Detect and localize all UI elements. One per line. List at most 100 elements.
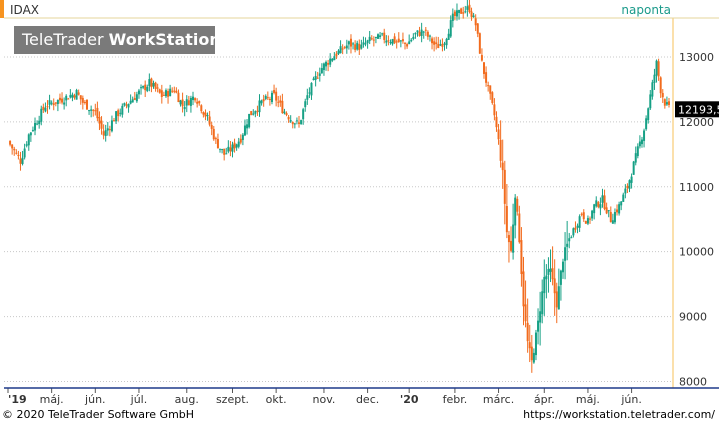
candle-body-down: [555, 291, 558, 308]
candle-body-down: [524, 304, 527, 322]
candle-body-down: [372, 39, 375, 41]
candle-body-down: [54, 102, 57, 104]
candle-body-down: [202, 112, 205, 115]
candle-body-up: [71, 94, 74, 98]
x-tick-label: júl.: [130, 393, 148, 406]
candle-body-up: [364, 43, 367, 45]
candle-body-down: [42, 106, 45, 110]
candle-body-down: [181, 99, 184, 107]
candle-body-up: [412, 36, 415, 39]
candle-body-up: [586, 218, 589, 224]
candle-body-down: [11, 144, 14, 149]
candle-body-down: [387, 40, 390, 42]
candle-body-down: [200, 105, 203, 112]
candle-body-down: [250, 111, 253, 116]
candle-body-down: [13, 148, 16, 151]
candle-body-down: [58, 97, 61, 101]
candle-body-down: [144, 84, 147, 91]
y-tick-label: 9000: [679, 311, 707, 324]
candle-body-up: [320, 68, 323, 74]
candle-body-up: [243, 125, 246, 136]
candle-body-up: [264, 95, 267, 99]
candle-body-up: [270, 92, 273, 102]
candle-body-up: [653, 74, 656, 83]
candle-body-down: [46, 106, 49, 108]
candle-body-up: [665, 102, 668, 105]
candle-body-up: [140, 87, 143, 89]
candle-body-down: [154, 82, 157, 89]
y-tick-label: 11000: [679, 181, 714, 194]
candle-body-down: [431, 38, 434, 44]
candle-body-down: [397, 38, 400, 43]
candle-body-down: [158, 89, 161, 93]
plot-area: [4, 18, 673, 388]
candle-body-up: [416, 30, 419, 33]
candle-body-down: [162, 94, 165, 96]
candle-body-down: [393, 36, 396, 43]
candle-body-up: [206, 115, 209, 117]
candle-body-down: [210, 125, 213, 129]
candle-body-down: [553, 278, 556, 294]
candle-body-up: [649, 94, 652, 109]
candle-body-down: [401, 39, 404, 42]
candle-body-up: [189, 97, 192, 106]
candle-body-up: [36, 123, 39, 125]
candle-body-up: [543, 276, 546, 294]
candle-body-down: [503, 169, 506, 204]
candle-body-down: [277, 101, 280, 103]
candle-body-down: [343, 47, 346, 49]
candle-body-up: [75, 90, 78, 100]
footer-url[interactable]: https://workstation.teletrader.com/: [523, 408, 715, 421]
candle-body-down: [239, 138, 242, 143]
period-label[interactable]: naponta: [621, 3, 671, 17]
candle-body-up: [636, 146, 639, 157]
candle-body-up: [50, 102, 53, 104]
candle-body-up: [260, 100, 263, 104]
candle-body-up: [601, 195, 604, 203]
candle-body-down: [100, 120, 103, 129]
candle-body-down: [212, 128, 215, 140]
candle-body-up: [191, 96, 194, 101]
x-tick-label: '20: [400, 393, 419, 406]
candle-body-up: [593, 204, 596, 214]
candle-body-up: [643, 130, 646, 141]
candle-body-down: [493, 104, 496, 116]
candle-body-down: [424, 29, 427, 31]
candle-body-down: [526, 322, 529, 342]
candle-body-up: [179, 100, 182, 105]
candle-body-up: [221, 149, 224, 151]
candle-body-down: [341, 48, 344, 50]
candle-body-up: [44, 107, 47, 112]
candle-body-up: [21, 157, 24, 165]
candle-body-up: [289, 120, 292, 122]
candle-body-down: [395, 41, 398, 43]
candle-body-down: [133, 98, 136, 100]
candle-body-down: [659, 77, 662, 94]
candle-body-down: [229, 147, 232, 152]
candle-body-up: [362, 42, 365, 45]
candle-body-up: [227, 146, 230, 152]
candle-body-up: [183, 107, 186, 110]
candle-body-down: [582, 212, 585, 220]
candle-body-up: [379, 35, 382, 38]
candle-body-up: [29, 132, 32, 136]
candle-body-up: [422, 31, 425, 33]
candle-body-up: [374, 36, 377, 38]
candle-body-up: [69, 95, 72, 98]
x-tick-label: febr.: [443, 393, 468, 406]
candle-body-up: [56, 99, 59, 105]
candle-body-up: [655, 60, 658, 76]
candle-body-up: [451, 13, 454, 21]
candle-body-up: [632, 161, 635, 175]
candle-body-down: [81, 97, 84, 103]
candle-body-down: [551, 268, 554, 280]
candle-body-down: [208, 116, 211, 125]
candle-body-up: [618, 204, 621, 214]
candle-body-up: [164, 90, 167, 97]
candle-body-up: [514, 197, 517, 226]
candle-body-down: [518, 213, 521, 243]
candle-body-down: [160, 90, 163, 98]
x-tick-label: aug.: [175, 393, 199, 406]
candle-body-down: [510, 240, 513, 251]
